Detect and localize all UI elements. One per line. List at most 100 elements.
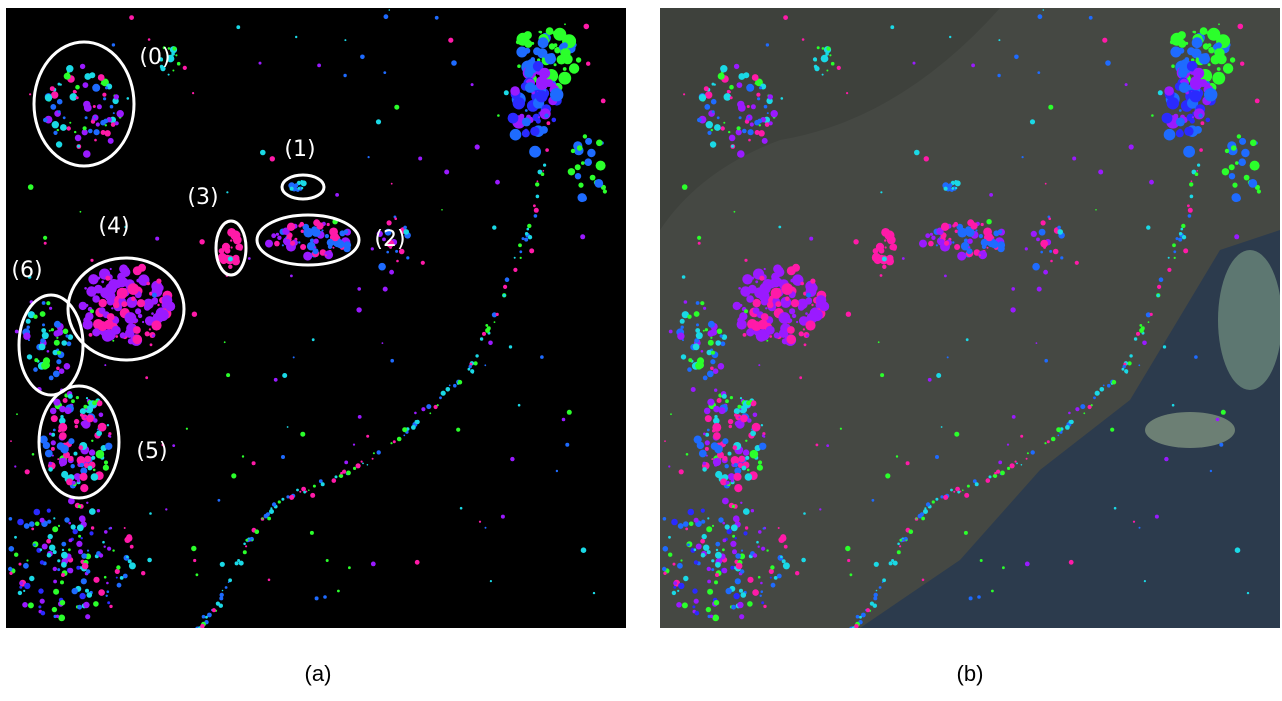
reef	[1218, 250, 1282, 390]
detection	[42, 323, 45, 326]
detection	[235, 244, 241, 250]
detection	[48, 534, 53, 539]
detection	[98, 589, 105, 596]
detection	[317, 64, 321, 68]
detection	[562, 418, 566, 422]
detection	[137, 299, 145, 307]
detection	[9, 517, 13, 521]
detection	[411, 425, 416, 430]
detection	[312, 338, 315, 341]
detection	[578, 183, 583, 188]
detection	[89, 449, 95, 455]
detection	[78, 549, 83, 554]
detection	[233, 262, 235, 264]
detection	[23, 563, 29, 569]
detection	[575, 173, 581, 179]
detection	[172, 70, 174, 72]
detection	[57, 129, 59, 131]
detection	[38, 605, 41, 608]
detection	[51, 447, 55, 451]
detection	[46, 301, 50, 305]
detection	[81, 553, 87, 559]
detection	[313, 248, 319, 254]
detection	[335, 193, 339, 197]
detection	[332, 478, 337, 483]
detection	[269, 509, 274, 514]
detection	[32, 453, 35, 456]
detection	[252, 461, 256, 465]
detection	[102, 541, 105, 544]
detection	[69, 539, 73, 543]
detection	[72, 588, 78, 594]
detection	[327, 223, 330, 226]
detection	[242, 455, 244, 457]
detection	[224, 341, 226, 343]
detection	[479, 521, 481, 523]
detection	[528, 235, 532, 239]
detection	[378, 263, 386, 271]
detection	[165, 508, 167, 510]
detection	[81, 537, 83, 539]
figure: (0) (1) (2) (3) (4) (5) (6) (a) (b)	[0, 0, 1282, 701]
detection	[64, 517, 69, 522]
detection	[56, 359, 61, 364]
detection	[260, 150, 266, 156]
detection	[488, 341, 493, 346]
detection	[286, 495, 289, 498]
detection	[205, 616, 208, 619]
detection	[586, 62, 590, 66]
detection	[231, 246, 233, 248]
detection	[57, 559, 60, 562]
detection	[142, 321, 144, 323]
region-label: (5)	[136, 439, 167, 464]
detection	[460, 507, 463, 510]
detection	[114, 304, 116, 306]
detection	[79, 473, 87, 481]
detection	[426, 404, 431, 409]
detection	[15, 330, 19, 334]
detection	[510, 457, 514, 461]
detection	[68, 394, 73, 399]
detection	[522, 237, 525, 240]
detection	[27, 326, 30, 329]
detection	[325, 254, 327, 256]
detection	[133, 301, 136, 304]
detection	[152, 293, 157, 298]
detection	[415, 560, 420, 565]
detection	[538, 37, 549, 48]
detection	[406, 256, 409, 259]
detection	[518, 243, 522, 247]
detection	[64, 363, 71, 370]
detection	[40, 548, 43, 551]
detection	[437, 404, 439, 406]
detection	[168, 74, 170, 76]
detection	[540, 108, 551, 119]
detection	[383, 287, 388, 292]
detection	[480, 337, 483, 340]
detection	[220, 562, 225, 567]
detection	[429, 412, 431, 414]
detection	[40, 311, 46, 317]
detection	[272, 502, 276, 506]
detection	[117, 583, 122, 588]
detection	[94, 129, 100, 135]
detection	[148, 38, 151, 41]
detection	[90, 309, 94, 313]
detection	[393, 440, 396, 443]
detection	[514, 257, 516, 259]
detection	[172, 444, 175, 447]
detection	[344, 39, 346, 41]
detection	[222, 590, 224, 592]
detection	[439, 396, 442, 399]
detection	[91, 456, 95, 460]
detection	[60, 600, 66, 606]
detection	[34, 509, 41, 516]
detection	[81, 578, 87, 584]
detection	[97, 277, 100, 280]
detection	[136, 279, 140, 283]
detection	[76, 396, 79, 399]
detection	[536, 90, 548, 102]
detection	[83, 405, 87, 409]
detection	[297, 187, 300, 190]
detection	[301, 180, 304, 183]
